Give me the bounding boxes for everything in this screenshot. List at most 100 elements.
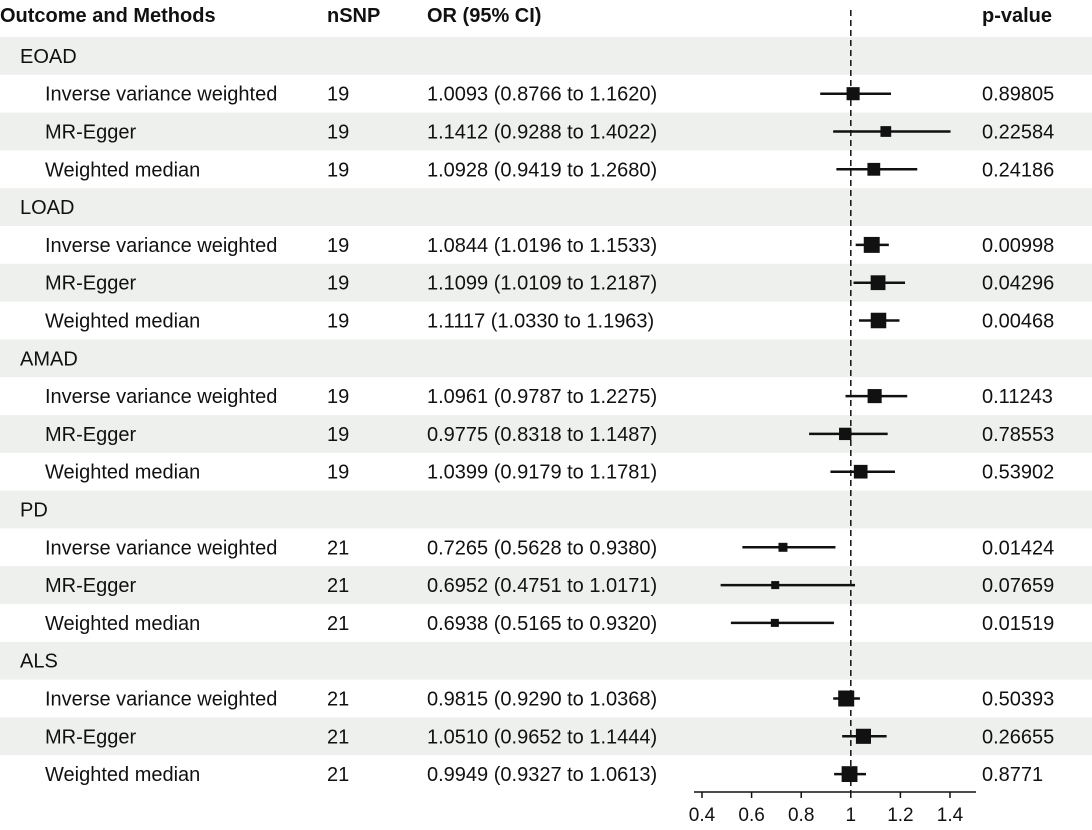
point-estimate [778, 542, 788, 552]
p-value: 0.00998 [982, 235, 1054, 257]
point-estimate [838, 690, 855, 707]
nsnp-value: 21 [327, 689, 349, 711]
point-estimate [846, 87, 860, 101]
method-label: MR-Egger [45, 726, 136, 748]
or-ci-value: 1.1412 (0.9288 to 1.4022) [427, 122, 657, 144]
point-estimate [853, 464, 868, 479]
stripe [0, 188, 1092, 226]
axis-tick-label: 0.4 [689, 805, 716, 826]
or-ci-value: 0.9949 (0.9327 to 1.0613) [427, 764, 657, 786]
p-value: 0.26655 [982, 726, 1054, 748]
p-value: 0.78553 [982, 424, 1054, 446]
stripe [0, 339, 1092, 378]
method-label: Inverse variance weighted [45, 84, 277, 106]
group-label: ALS [20, 651, 58, 673]
axis-tick-label: 1.4 [937, 805, 964, 826]
nsnp-value: 21 [327, 537, 349, 559]
point-estimate [880, 126, 892, 137]
method-label: Weighted median [45, 311, 200, 333]
method-label: MR-Egger [45, 122, 136, 144]
stripe [0, 415, 1092, 453]
method-label: Weighted median [45, 159, 200, 181]
nsnp-value: 19 [327, 424, 349, 446]
p-value: 0.00468 [982, 311, 1054, 333]
p-value: 0.01424 [982, 537, 1054, 559]
nsnp-value: 19 [327, 84, 349, 106]
or-ci-value: 1.1099 (1.0109 to 1.2187) [427, 273, 657, 295]
p-value: 0.22584 [982, 122, 1054, 144]
header-p-value: p-value [982, 5, 1052, 27]
axis-tick-label: 0.8 [788, 805, 814, 826]
p-value: 0.04296 [982, 273, 1054, 295]
p-value: 0.11243 [982, 386, 1053, 408]
method-label: MR-Egger [45, 424, 136, 446]
or-ci-value: 0.9775 (0.8318 to 1.1487) [427, 424, 657, 446]
method-label: MR-Egger [45, 273, 136, 295]
p-value: 0.89805 [982, 84, 1054, 106]
or-ci-value: 1.1117 (1.0330 to 1.1963) [427, 311, 654, 333]
nsnp-value: 19 [327, 311, 349, 333]
or-ci-value: 0.6938 (0.5165 to 0.9320) [427, 613, 657, 635]
nsnp-value: 19 [327, 386, 349, 408]
nsnp-value: 19 [327, 273, 349, 295]
axis-tick-label: 0.6 [738, 805, 764, 826]
or-ci-value: 1.0928 (0.9419 to 1.2680) [427, 159, 657, 181]
p-value: 0.24186 [982, 159, 1054, 181]
table-rows: EOAD Inverse variance weighted 19 1.0093 (0… [20, 46, 1054, 786]
stripe [0, 263, 1092, 302]
or-ci-value: 1.0961 (0.9787 to 1.2275) [427, 386, 657, 408]
stripe [0, 37, 1092, 75]
p-value: 0.8771 [982, 764, 1043, 786]
point-estimate [870, 312, 887, 329]
nsnp-value: 21 [327, 575, 349, 597]
method-label: Inverse variance weighted [45, 235, 277, 257]
nsnp-value: 21 [327, 726, 349, 748]
column-headers: Outcome and Methods nSNP OR (95% CI) p-v… [0, 5, 1052, 27]
nsnp-value: 21 [327, 764, 349, 786]
p-value: 0.53902 [982, 462, 1054, 484]
or-ci-value: 1.0844 (1.0196 to 1.1533) [427, 235, 657, 257]
stripe [0, 490, 1092, 529]
nsnp-value: 19 [327, 159, 349, 181]
group-label: LOAD [20, 197, 74, 219]
stripe [0, 717, 1092, 756]
or-ci-value: 1.0093 (0.8766 to 1.1620) [427, 84, 657, 106]
method-label: Inverse variance weighted [45, 537, 277, 559]
header-or-ci: OR (95% CI) [427, 5, 541, 27]
method-label: Weighted median [45, 764, 200, 786]
axis-tick-label: 1.2 [887, 805, 913, 826]
method-label: Weighted median [45, 462, 200, 484]
method-label: MR-Egger [45, 575, 136, 597]
point-estimate [870, 275, 886, 291]
point-estimate [839, 427, 852, 441]
p-value: 0.07659 [982, 575, 1054, 597]
or-ci-value: 1.0399 (0.9179 to 1.1781) [427, 462, 657, 484]
or-ci-value: 1.0510 (0.9652 to 1.1444) [427, 726, 657, 748]
or-ci-value: 0.6952 (0.4751 to 1.0171) [427, 575, 657, 597]
axis-tick-label: 1 [846, 805, 857, 826]
nsnp-value: 19 [327, 122, 349, 144]
nsnp-value: 19 [327, 462, 349, 484]
point-estimate [841, 766, 858, 783]
nsnp-value: 19 [327, 235, 349, 257]
stripe [0, 566, 1092, 604]
method-label: Inverse variance weighted [45, 386, 277, 408]
point-estimate [867, 162, 881, 176]
method-label: Weighted median [45, 613, 200, 635]
header-nsnp: nSNP [327, 5, 380, 27]
p-value: 0.50393 [982, 689, 1054, 711]
point-estimate [863, 236, 880, 253]
method-label: Inverse variance weighted [45, 689, 277, 711]
or-ci-value: 0.7265 (0.5628 to 0.9380) [427, 537, 657, 559]
group-label: PD [20, 500, 48, 522]
or-ci-value: 0.9815 (0.9290 to 1.0368) [427, 689, 657, 711]
p-value: 0.01519 [982, 613, 1054, 635]
point-estimate [855, 728, 871, 744]
x-axis: 0.4 0.6 0.8 1 1.2 1.4 [689, 791, 976, 826]
nsnp-value: 21 [327, 613, 349, 635]
point-estimate [770, 618, 779, 627]
point-estimate [867, 389, 882, 404]
stripe [0, 641, 1092, 680]
point-estimate [771, 581, 780, 590]
